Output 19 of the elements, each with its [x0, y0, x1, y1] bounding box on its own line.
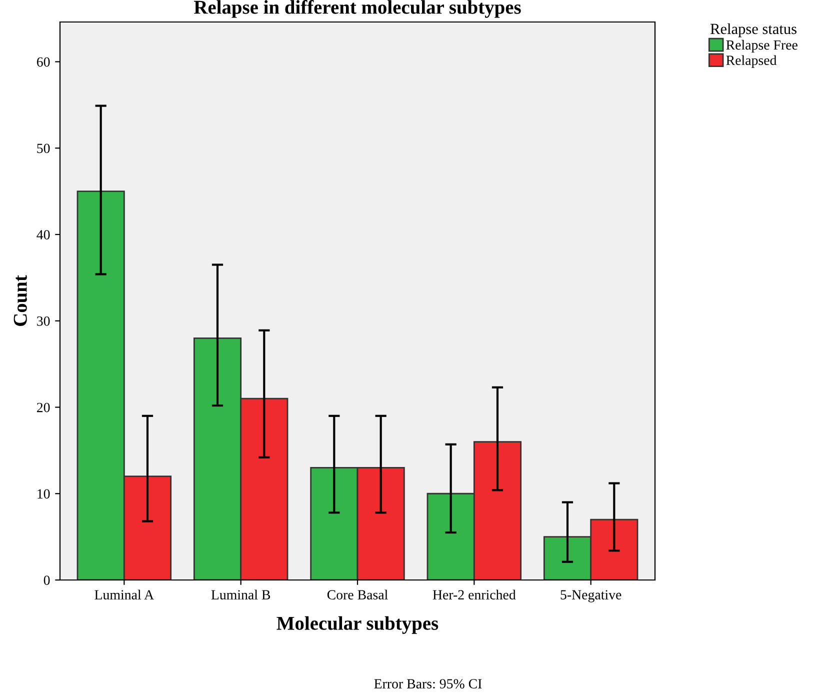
y-tick-label: 50: [37, 144, 50, 154]
legend-label: Relapsed: [726, 55, 777, 68]
x-tick-label: Luminal B: [211, 590, 270, 600]
y-tick-label: 40: [36, 230, 50, 240]
x-tick-label: Her-2 enriched: [432, 590, 516, 600]
text: Error Bars: 95% CI: [374, 679, 482, 689]
y-tick-label: 30: [37, 316, 50, 326]
legend-label: Relapse Free: [726, 40, 798, 53]
chart-title: Relapse in different molecular subtypes: [194, 0, 521, 18]
x-axis-title: Molecular subtypes: [276, 616, 438, 634]
y-tick-label: 10: [38, 489, 50, 499]
x-tick-label: Luminal A: [94, 590, 154, 600]
x-tick-label: Core Basal: [327, 590, 388, 600]
y-axis-title: Count: [14, 275, 27, 326]
y-tick-label: 0: [44, 576, 50, 585]
y-tick-label: 20: [37, 402, 50, 412]
y-tick-label: 60: [36, 57, 50, 67]
x-tick-label: 5-Negative: [560, 590, 622, 602]
legend-title: Relapse status: [710, 23, 796, 38]
